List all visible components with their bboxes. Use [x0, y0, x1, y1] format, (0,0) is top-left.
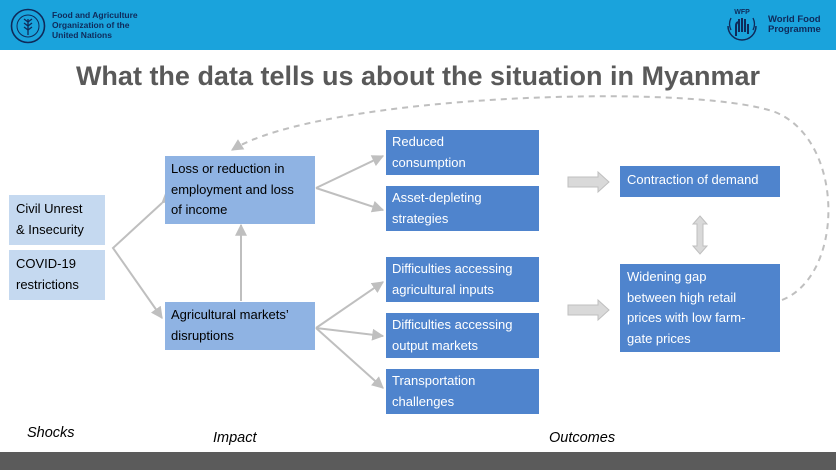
outcome-label: Widening gap between high retail prices …: [627, 269, 746, 346]
double-arrow-outcomes: [691, 215, 709, 255]
effect-label: Reduced consumption: [392, 134, 466, 170]
outcome-label: Contraction of demand: [627, 172, 759, 187]
effect-asset-depleting: Asset-depleting strategies: [386, 186, 539, 231]
impact-label: Agricultural markets’ disruptions: [171, 307, 289, 343]
header-banner: Food and Agriculture Organization of the…: [0, 0, 836, 50]
connector-income-to-assets: [315, 187, 385, 213]
footer-bar: [0, 452, 836, 470]
column-label-impact: Impact: [213, 430, 257, 446]
outcome-contraction-demand: Contraction of demand: [620, 166, 780, 197]
fao-logo-text: Food and Agriculture Organization of the…: [52, 10, 138, 40]
fao-logo-icon: [10, 8, 46, 44]
effect-transportation: Transportation challenges: [386, 369, 539, 414]
column-label-outcomes: Outcomes: [549, 430, 616, 446]
shock-label: COVID-19 restrictions: [16, 256, 79, 292]
block-arrow-to-demand: [567, 170, 610, 194]
wfp-badge: WFP: [734, 9, 750, 16]
impact-income-loss: Loss or reduction in employment and loss…: [165, 156, 315, 224]
effect-label: Transportation challenges: [392, 373, 476, 409]
outcome-price-gap: Widening gap between high retail prices …: [620, 264, 780, 352]
page-title: What the data tells us about the situati…: [75, 61, 761, 91]
shock-covid19: COVID-19 restrictions: [9, 250, 105, 300]
connector-income-to-consumption: [315, 155, 385, 189]
connector-shocks-to-impacts: [111, 191, 175, 319]
connector-markets-to-inputs: [315, 281, 384, 329]
impact-market-disruptions: Agricultural markets’ disruptions: [165, 302, 315, 350]
effect-output-markets: Difficulties accessing output markets: [386, 313, 539, 358]
block-arrow-to-price-gap: [567, 298, 610, 322]
connector-markets-to-transport: [315, 327, 384, 389]
effect-label: Difficulties accessing output markets: [392, 317, 513, 353]
shock-label: Civil Unrest & Insecurity: [16, 201, 84, 237]
wfp-logo-text: World Food Programme: [768, 14, 821, 35]
connector-markets-to-output: [315, 327, 385, 341]
shock-civil-unrest: Civil Unrest & Insecurity: [9, 195, 105, 245]
effect-label: Asset-depleting strategies: [392, 190, 482, 226]
feedback-loop-dashed: [230, 95, 830, 301]
effect-reduced-consumption: Reduced consumption: [386, 130, 539, 175]
wfp-logo-icon: WFP: [727, 9, 757, 41]
effect-label: Difficulties accessing agricultural inpu…: [392, 261, 513, 297]
column-label-shocks: Shocks: [27, 425, 75, 441]
impact-label: Loss or reduction in employment and loss…: [171, 161, 294, 217]
effect-agri-inputs: Difficulties accessing agricultural inpu…: [386, 257, 539, 302]
